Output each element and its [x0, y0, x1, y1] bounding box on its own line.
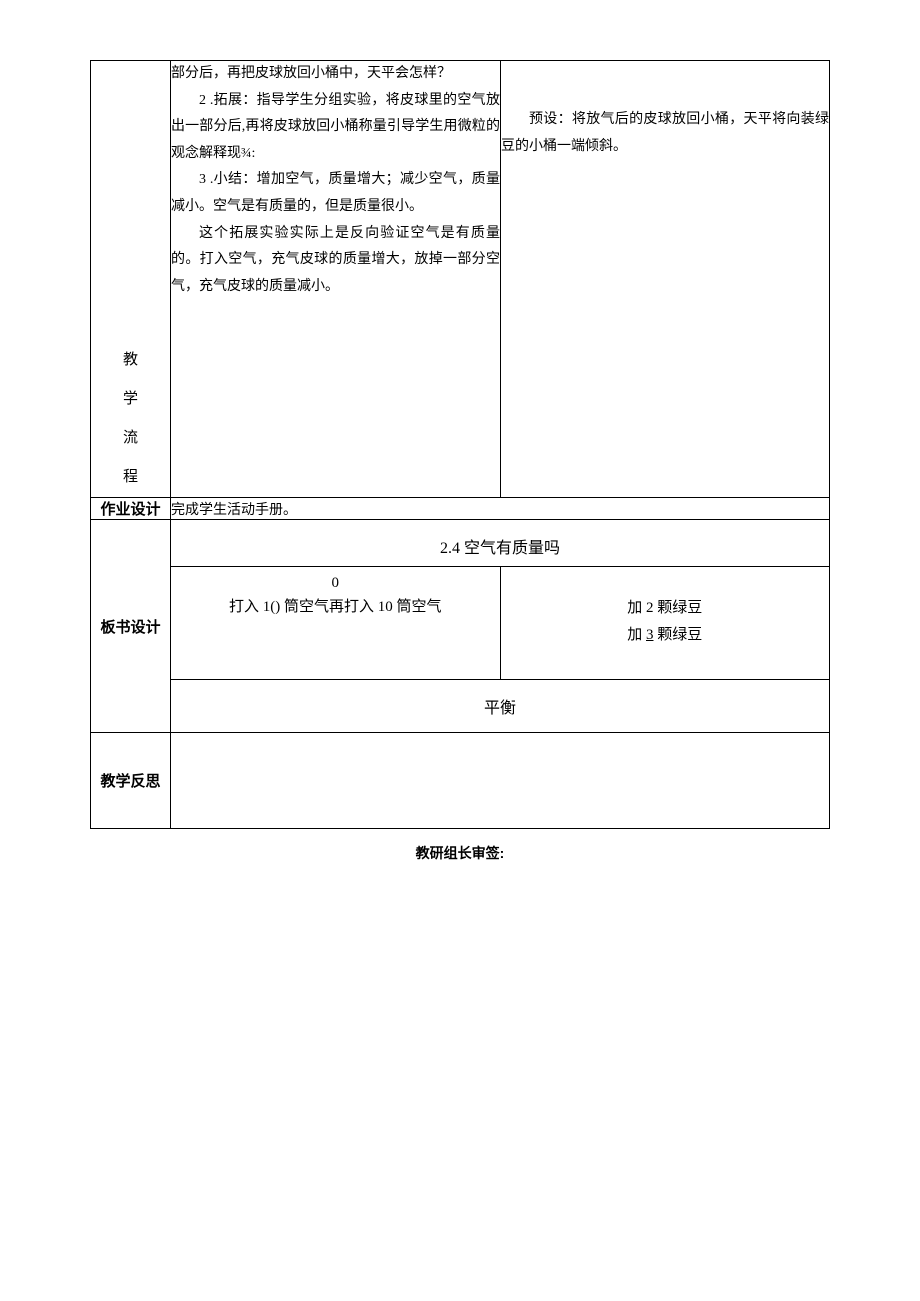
board-left-line2: 打入 1() 筒空气再打入 10 筒空气 [179, 595, 492, 619]
flow-text: 这个拓展实验实际上是反向验证空气是有质量的。打入空气，充气皮球的质量增大，放掉一… [171, 221, 500, 301]
flow-right-text: 预设：将放气后的皮球放回小桶，天平将向装绿豆的小桶一端倾斜。 [501, 107, 829, 160]
vlabel-char: 流 [91, 419, 170, 458]
board-left: 0 打入 1() 筒空气再打入 10 筒空气 [171, 567, 501, 680]
vlabel-char: 教 [91, 341, 170, 380]
reflect-cell [171, 733, 830, 829]
flow-text: 2 .拓展：指导学生分组实验，将皮球里的空气放出一部分后,再将皮球放回小桶称量引… [171, 88, 500, 168]
homework-label: 作业设计 [91, 498, 171, 520]
board-title: 2.4 空气有质量吗 [171, 520, 829, 567]
vlabel-char: 学 [91, 380, 170, 419]
board-right-line2: 加 3 颗绿豆 [509, 622, 822, 649]
board-cell: 2.4 空气有质量吗 0 打入 1() 筒空气再打入 10 筒空气 加 2 颗绿… [171, 520, 830, 733]
flow-text: 3 .小结：增加空气，质量增大；减少空气，质量减小。空气是有质量的，但是质量很小… [171, 167, 500, 220]
footer-signoff: 教研组长审签: [90, 829, 830, 863]
flow-right-cell: 预设：将放气后的皮球放回小桶，天平将向装绿豆的小桶一端倾斜。 [501, 61, 830, 498]
flow-left-cell: 部分后，再把皮球放回小桶中，天平会怎样？ 2 .拓展：指导学生分组实验，将皮球里… [171, 61, 501, 498]
board-right-line1: 加 2 颗绿豆 [509, 595, 822, 622]
homework-text: 完成学生活动手册。 [171, 498, 830, 520]
vlabel-char: 程 [91, 458, 170, 497]
flow-text: 部分后，再把皮球放回小桶中，天平会怎样？ [171, 61, 500, 88]
board-left-line1: 0 [179, 571, 492, 595]
section-label-flow: 教 学 流 程 [91, 61, 171, 498]
reflect-label: 教学反思 [91, 733, 171, 829]
board-bottom: 平衡 [171, 680, 829, 732]
board-label: 板书设计 [91, 520, 171, 733]
board-right: 加 2 颗绿豆 加 3 颗绿豆 [501, 567, 830, 680]
